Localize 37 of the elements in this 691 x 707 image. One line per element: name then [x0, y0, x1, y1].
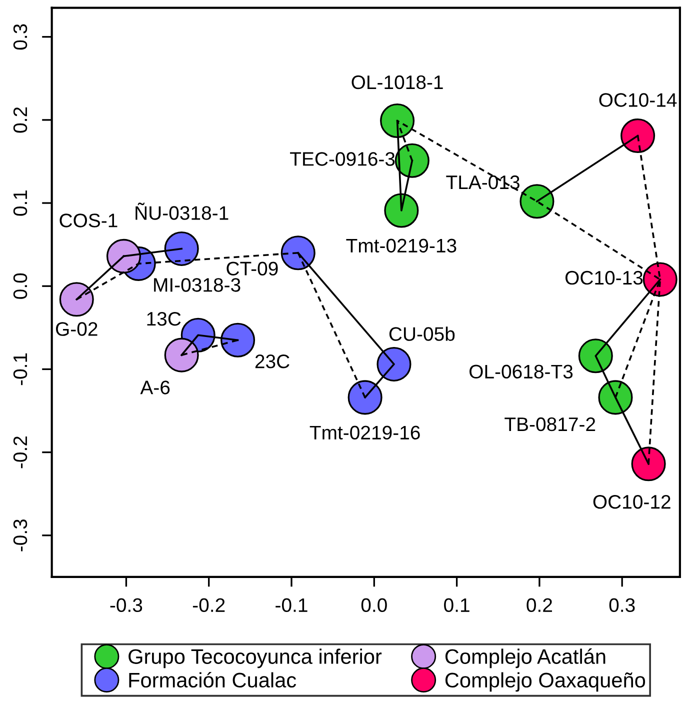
x-tick-label: -0.3	[110, 598, 142, 612]
annotation: TEC-0916-3	[290, 152, 395, 166]
annotation: TB-0817-2	[504, 417, 596, 432]
legend-label: Complejo Oaxaqueño	[445, 672, 646, 692]
annotation: TLA-013	[446, 175, 520, 190]
annotation: COS-1	[60, 214, 118, 228]
annotation: ÑU-0318-1	[136, 202, 228, 220]
y-tick-label: 0.3	[13, 24, 28, 50]
annotation: Tmt-0219-16	[310, 426, 420, 440]
x-tick-label: 0.3	[609, 598, 635, 612]
x-tick-label: 0.1	[444, 598, 470, 612]
annotation: 23C	[255, 354, 290, 368]
annotation: OC10-12	[593, 494, 670, 509]
annotation: OC10-13	[565, 270, 643, 285]
annotation: CU-05b	[389, 326, 455, 341]
annotation: MI-0318-3	[154, 278, 240, 292]
x-tick-label: 0.0	[361, 598, 387, 612]
legend-label: Grupo Tecocoyunca inferior	[128, 648, 382, 668]
y-tick-label: 0.0	[13, 273, 28, 299]
y-tick-label: 0.2	[13, 107, 28, 133]
annotation: A-6	[140, 380, 170, 394]
y-tick-label: -0.3	[13, 519, 28, 552]
y-tick-label: 0.1	[13, 190, 28, 216]
x-tick-label: 0.2	[526, 598, 552, 612]
legend-label: Complejo Acatlán	[445, 648, 606, 668]
annotation: OL-1018-1	[352, 75, 443, 90]
x-tick-label: -0.1	[276, 598, 308, 612]
y-tick-label: -0.1	[13, 353, 28, 386]
y-tick-label: -0.2	[13, 436, 28, 468]
annotation: 13C	[147, 312, 181, 326]
annotation: G-02	[56, 322, 98, 336]
annotation: OC10-14	[599, 93, 677, 107]
x-tick-label: -0.2	[192, 598, 225, 612]
annotation: Tmt-0219-13	[346, 238, 456, 253]
annotation: OL-0618-T3	[470, 364, 573, 379]
annotation: CT-09	[226, 262, 278, 276]
legend-label: Formación Cualac	[129, 672, 296, 688]
